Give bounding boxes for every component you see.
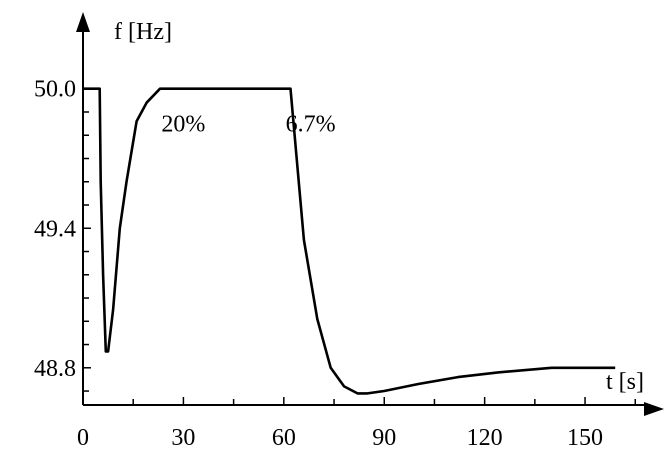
- x-tick-label: 150: [567, 425, 603, 451]
- x-tick-label: 90: [372, 425, 396, 451]
- x-axis-label: t [s]: [606, 369, 644, 395]
- x-tick-label: 30: [171, 425, 195, 451]
- x-tick-label: 120: [467, 425, 503, 451]
- y-axis-arrow: [76, 12, 90, 32]
- series-group: [83, 87, 616, 395]
- axes: [76, 12, 664, 416]
- y-axis-label: f [Hz]: [114, 19, 172, 45]
- annotation-label: 20%: [161, 112, 205, 138]
- x-axis-arrow: [644, 402, 664, 416]
- series-line: [83, 87, 616, 395]
- x-tick-label: 0: [77, 425, 89, 451]
- annotations: 20% 6.7%: [161, 112, 335, 138]
- y-tick-label: 50.0: [34, 77, 76, 103]
- tick-labels: 0 30 60 90 120 150 48.8 49.4 50.0: [34, 77, 603, 451]
- x-tick-label: 60: [272, 425, 296, 451]
- y-tick-label: 49.4: [34, 216, 76, 242]
- y-tick-label: 48.8: [34, 356, 76, 382]
- ticks: [83, 87, 637, 405]
